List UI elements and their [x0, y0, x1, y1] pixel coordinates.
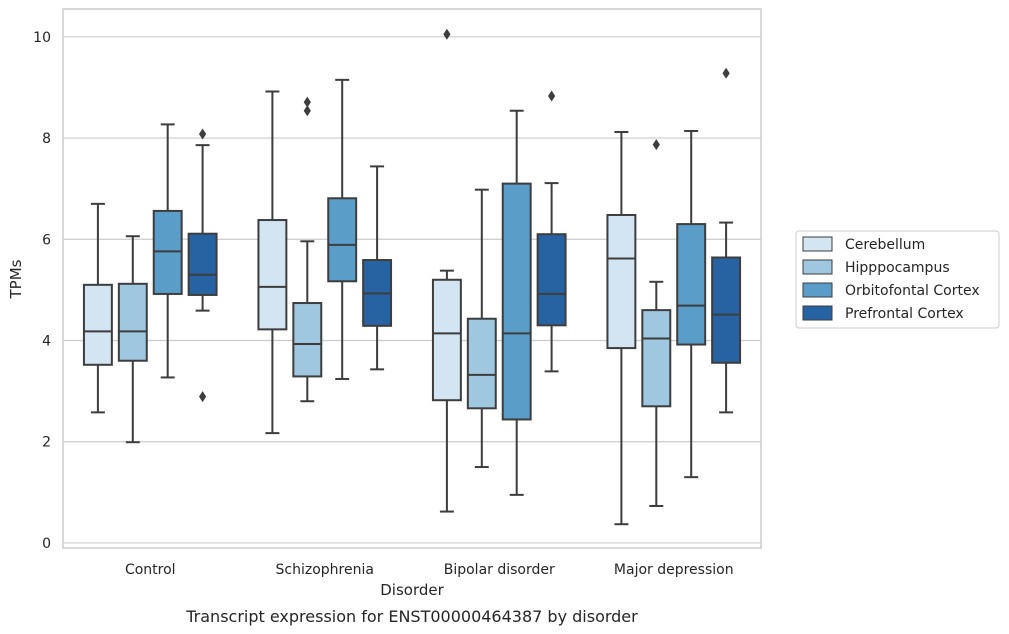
- box-iqr: [641, 309, 672, 408]
- x-axis-title: Disorder: [380, 581, 444, 599]
- y-tick-label: 2: [42, 435, 51, 451]
- box-iqr: [711, 256, 742, 364]
- legend-swatch: [802, 282, 833, 298]
- chart-caption: Transcript expression for ENST0000046438…: [185, 607, 638, 626]
- box-hipppocampus: [466, 188, 497, 469]
- legend-frame: [795, 230, 1000, 329]
- y-tick-label: 6: [42, 232, 51, 248]
- box-iqr: [431, 278, 462, 402]
- y-axis-title: TPMs: [7, 259, 25, 299]
- box-iqr: [536, 233, 567, 327]
- box-orbitofontal-cortex: [327, 78, 358, 380]
- y-tick-labels: 0 2 4 6 8 10: [33, 30, 51, 552]
- legend-label: Hipppocampus: [845, 260, 950, 276]
- box-iqr: [187, 232, 218, 296]
- x-tick-label: Schizophrenia: [276, 562, 374, 578]
- box-iqr: [257, 219, 288, 331]
- box-hipppocampus: [117, 235, 148, 444]
- box-orbitofontal-cortex: [501, 109, 532, 496]
- box-iqr: [152, 209, 183, 295]
- box-iqr: [466, 317, 497, 410]
- box-hipppocampus: [641, 139, 672, 507]
- box-prefrontal-cortex: [536, 90, 567, 373]
- x-tick-labels: Control Schizophrenia Bipolar disorder Majo…: [125, 562, 734, 578]
- outlier-point: [303, 105, 311, 117]
- outlier-point: [443, 28, 451, 40]
- legend-swatch: [802, 305, 833, 321]
- outlier-point: [548, 90, 556, 102]
- box-prefrontal-cortex: [362, 165, 393, 371]
- box-iqr: [117, 282, 148, 362]
- boxplot-marks: [82, 28, 742, 526]
- plot-frame: [62, 8, 762, 549]
- outlier-point: [303, 96, 311, 108]
- box-orbitofontal-cortex: [676, 129, 707, 479]
- box-iqr: [327, 197, 358, 283]
- legend-label: Orbitofontal Cortex: [845, 283, 980, 299]
- box-cerebellum: [82, 202, 113, 414]
- y-tick-label: 4: [42, 333, 51, 349]
- box-cerebellum: [606, 130, 637, 526]
- legend-swatch: [802, 259, 833, 275]
- outlier-point: [199, 391, 207, 403]
- y-tick-label: 8: [42, 131, 51, 147]
- box-orbitofontal-cortex: [152, 123, 183, 379]
- x-tick-label: Major depression: [614, 562, 734, 578]
- x-tick-label: Bipolar disorder: [444, 562, 555, 578]
- box-iqr: [606, 213, 637, 350]
- box-iqr: [82, 283, 113, 366]
- x-tick-label: Control: [125, 562, 176, 578]
- y-tick-label: 0: [42, 536, 51, 552]
- outlier-point: [199, 128, 207, 140]
- legend-swatch: [802, 236, 833, 252]
- box-prefrontal-cortex: [187, 128, 218, 403]
- box-iqr: [292, 302, 323, 378]
- box-cerebellum: [257, 90, 288, 435]
- outlier-point: [722, 67, 730, 79]
- box-prefrontal-cortex: [711, 67, 742, 414]
- outlier-point: [652, 139, 660, 151]
- box-cerebellum: [431, 28, 462, 513]
- box-iqr: [676, 223, 707, 346]
- legend-label: Prefrontal Cortex: [845, 306, 964, 322]
- legend-label: Cerebellum: [845, 237, 925, 253]
- box-hipppocampus: [292, 96, 323, 403]
- legend: Cerebellum Hipppocampus Orbitofontal Corte…: [795, 230, 1000, 329]
- box-iqr: [501, 182, 532, 421]
- y-tick-label: 10: [33, 30, 51, 46]
